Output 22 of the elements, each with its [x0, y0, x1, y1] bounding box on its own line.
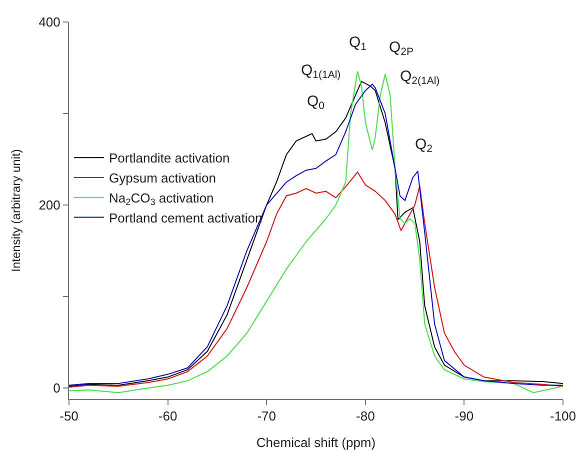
annotation: Q$_{1(1Al)}$	[301, 62, 341, 82]
legend-label: Portland cement activation	[109, 210, 262, 226]
annotation: Q$_{0}$	[307, 93, 325, 112]
x-tick-label: -60	[158, 408, 178, 424]
line-series	[69, 172, 563, 388]
y-tick-label: 0	[53, 380, 60, 396]
annotation: Q$_{2P}$	[389, 39, 414, 58]
y-tick-label: 400	[38, 14, 60, 30]
x-tick-label: -100	[550, 408, 576, 424]
legend-label: Gypsum activation	[109, 170, 216, 186]
x-tick-label: -50	[60, 408, 78, 424]
x-tick-label: -70	[257, 408, 276, 424]
annotation: Q$_{1}$	[349, 34, 367, 54]
annotation: Q$_{2}$	[415, 136, 433, 156]
y-axis-title: Intensity (arbitrary unit)	[8, 149, 23, 272]
y-tick-label: 200	[38, 198, 60, 213]
legend-label: Portlandite activation	[109, 150, 230, 166]
x-tick-label: -90	[454, 408, 474, 424]
legend-label: Na$_{2}$CO$_{3}$ activation	[109, 190, 214, 208]
x-axis-title: Chemical shift (ppm)	[256, 435, 376, 450]
annotation: Q$_{2(1Al)}$	[400, 68, 440, 88]
x-tick-label: -80	[356, 408, 375, 424]
